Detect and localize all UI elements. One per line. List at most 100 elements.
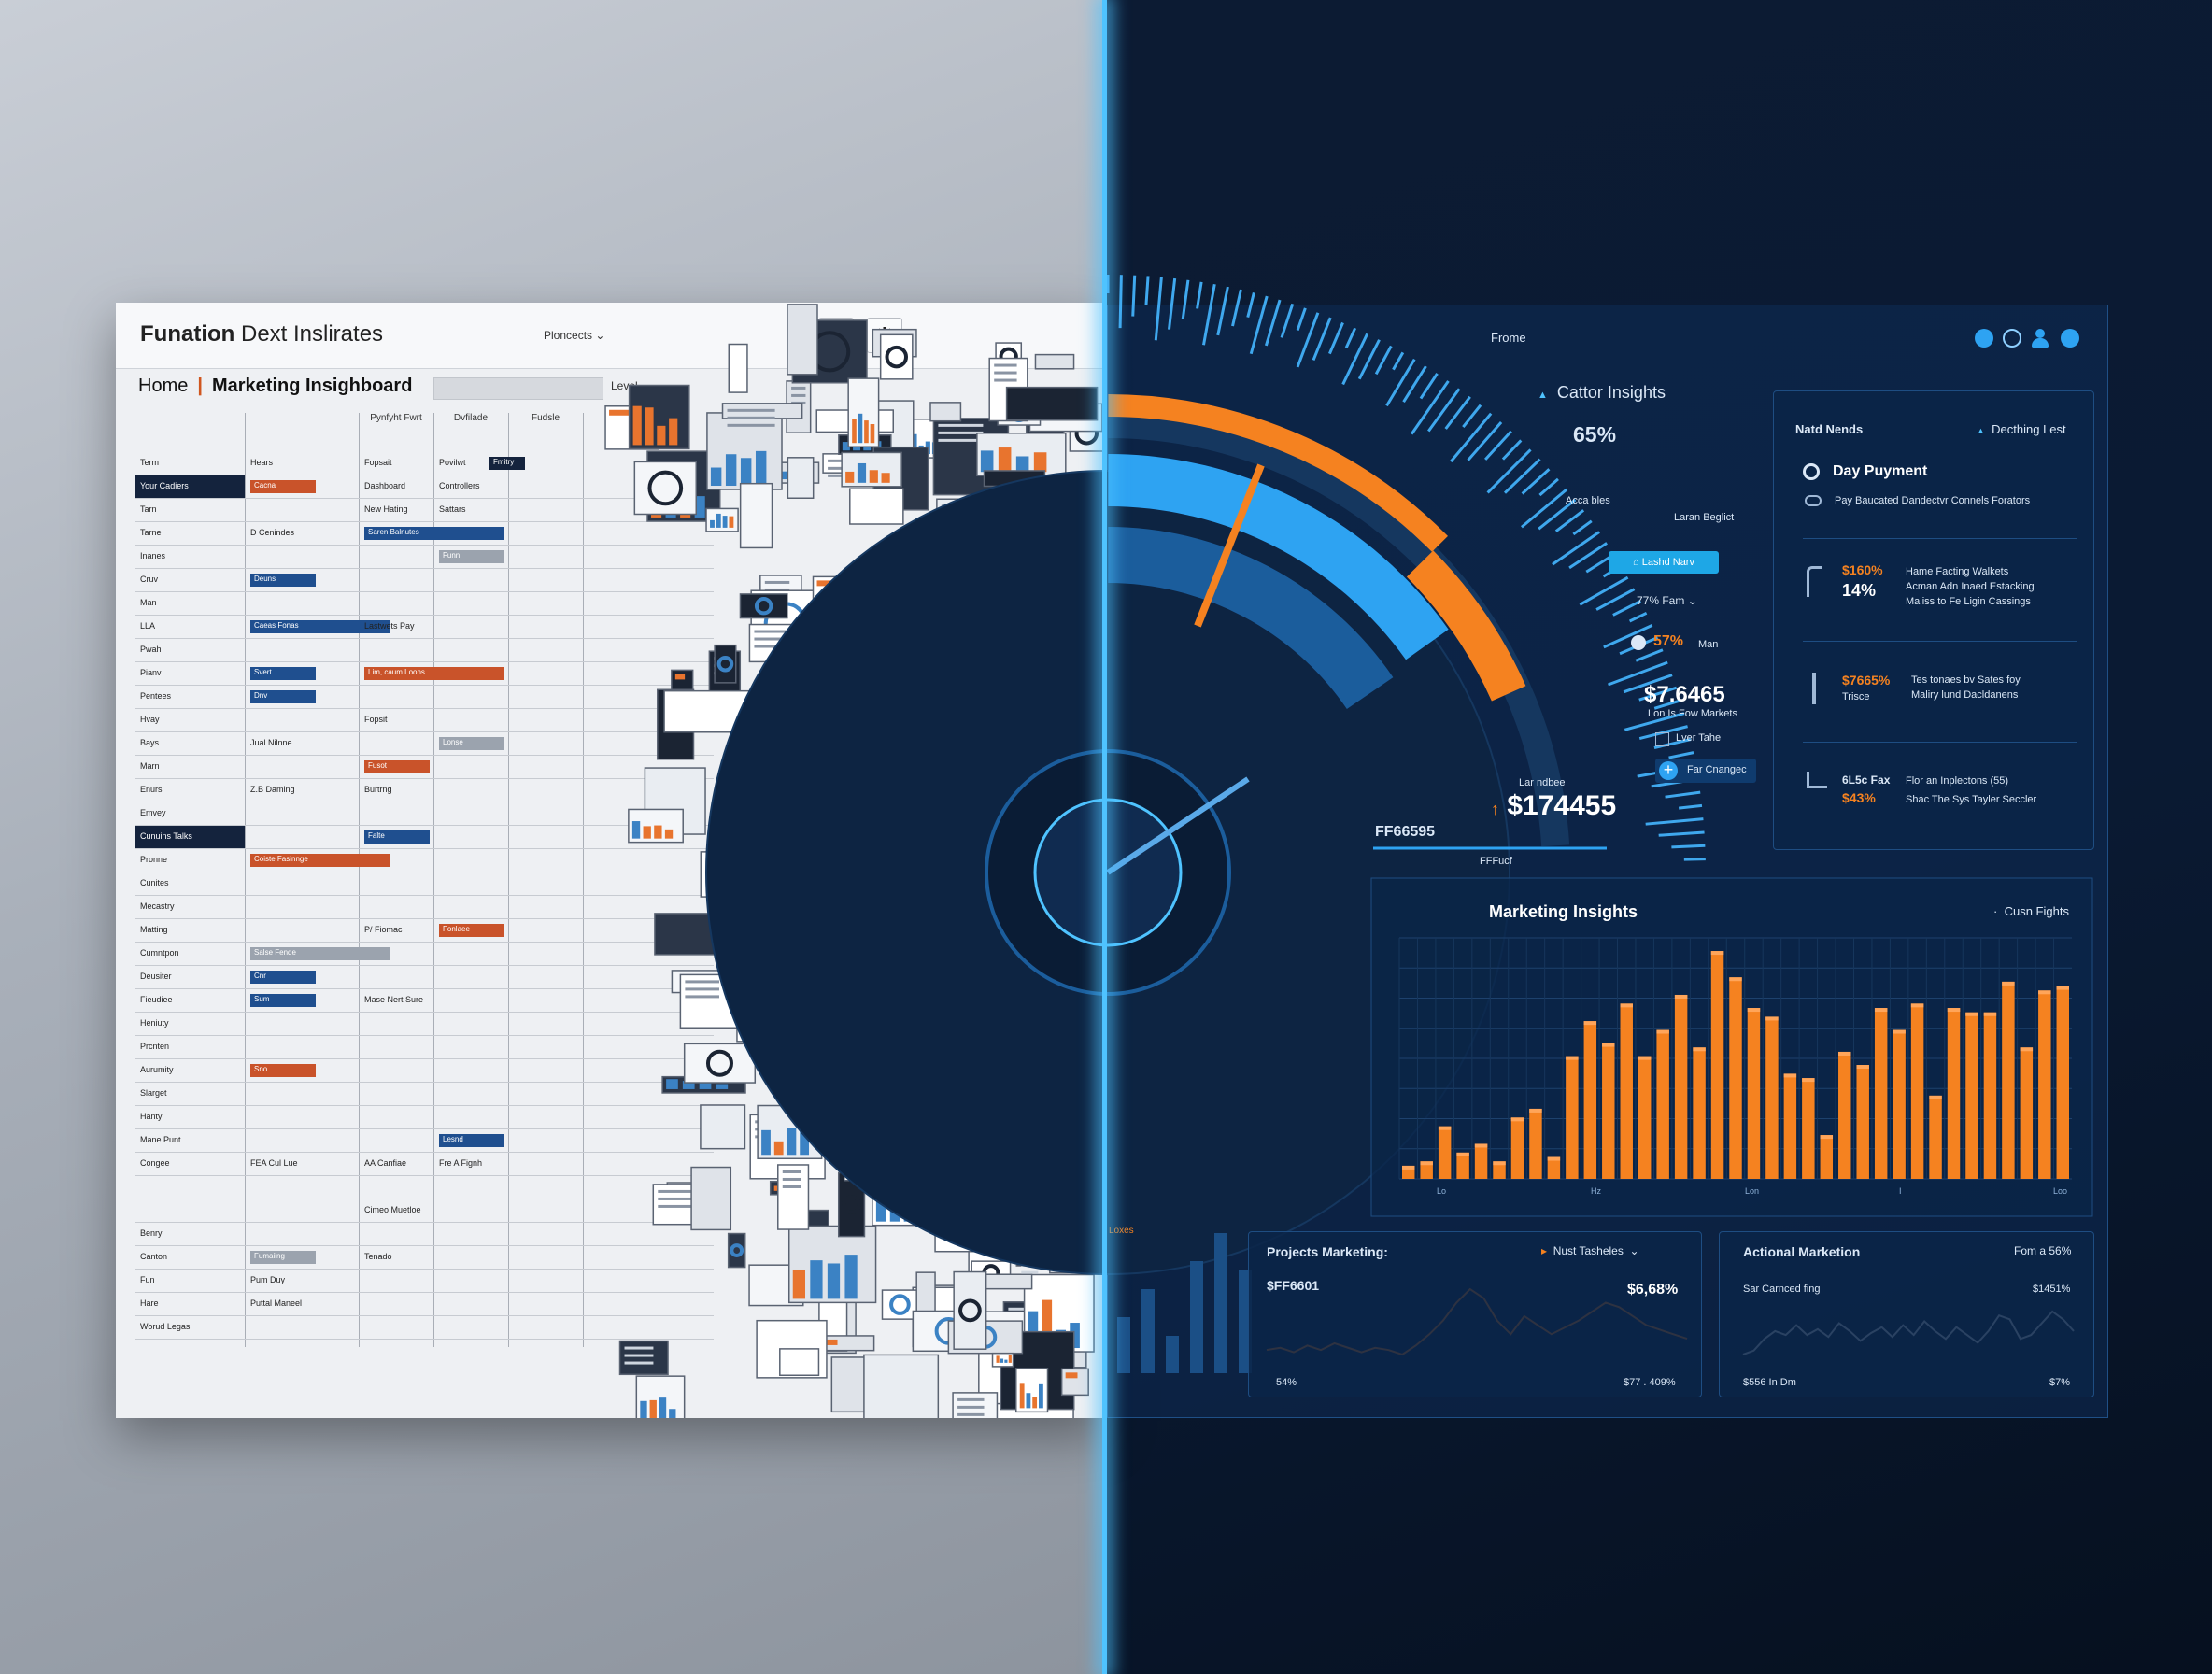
table-cell[interactable]: Z.B Daming [250, 785, 295, 794]
table-cell[interactable]: Fre A Fignh [439, 1158, 483, 1168]
table-cell[interactable]: Coiste Fasinnge [250, 854, 390, 867]
row-label[interactable]: Mane Punt [140, 1135, 181, 1144]
table-cell[interactable]: Cnr [250, 971, 316, 984]
column-header[interactable]: Fudsle [531, 413, 560, 423]
table-row[interactable]: Aurumity Sno [135, 1059, 714, 1083]
table-row[interactable]: Pentees Dnv [135, 686, 714, 709]
row-label[interactable]: Prcnten [140, 1042, 170, 1051]
table-row[interactable]: Cruv Deuns [135, 569, 714, 592]
table-cell[interactable]: P/ Fiomac [364, 925, 403, 934]
table-row[interactable]: Tarn New Hating Sattars [135, 499, 714, 522]
row-label[interactable]: Man [140, 598, 157, 607]
row-label[interactable]: Deusiter [140, 972, 172, 981]
header-label[interactable]: Frome [1491, 331, 1526, 345]
table-row[interactable]: Worud Legas [135, 1316, 714, 1340]
table-cell[interactable]: Salse Fende [250, 947, 390, 960]
table-row[interactable]: Slarget [135, 1083, 714, 1106]
table-cell[interactable]: Fusot [364, 760, 430, 773]
row-label[interactable]: Canton [140, 1252, 168, 1261]
table-cell[interactable]: AA Canfiae [364, 1158, 407, 1168]
table-cell[interactable]: Fopsit [364, 715, 388, 724]
table-cell[interactable]: Deuns [250, 574, 316, 587]
table-cell[interactable]: Dnv [250, 690, 316, 703]
table-cell[interactable]: Svert [250, 667, 316, 680]
column-header[interactable]: Dvfilade [453, 413, 489, 423]
table-cell[interactable]: Tenado [364, 1252, 392, 1261]
history-icon[interactable] [2003, 329, 2021, 348]
table-cell[interactable]: Jual Nilnne [250, 738, 292, 747]
table-cell[interactable]: Controllers [439, 481, 480, 490]
row-label[interactable]: Pianv [140, 668, 162, 677]
table-row[interactable]: Hare Puttal Maneel [135, 1293, 714, 1316]
table-row[interactable]: Emvey [135, 802, 714, 826]
row-label[interactable]: Benry [140, 1228, 163, 1238]
table-row[interactable]: Pianv Svert Lim, caum Loons [135, 662, 714, 686]
table-cell[interactable]: Dashboard [364, 481, 406, 490]
table-row[interactable]: Prcnten [135, 1036, 714, 1059]
row-label[interactable]: Enurs [140, 785, 163, 794]
table-row[interactable]: Hvay Fopsit [135, 709, 714, 732]
option-checkbox[interactable] [1655, 732, 1669, 746]
row-label[interactable]: Tarne [140, 528, 162, 537]
table-row[interactable]: Cumntpon Salse Fende [135, 943, 714, 966]
table-cell[interactable]: Fumaiing [250, 1251, 316, 1264]
table-row[interactable]: Pronne Coiste Fasinnge [135, 849, 714, 872]
row-label[interactable]: LLA [140, 621, 156, 631]
table-cell[interactable]: Lastwets Pay [364, 621, 415, 631]
row-label[interactable]: Cunites [140, 878, 169, 887]
table-row[interactable]: Your Cadiers Cacna Dashboard Controllers [135, 475, 714, 499]
table-cell[interactable]: Sum [250, 994, 316, 1007]
power-icon[interactable] [2061, 329, 2079, 348]
bar-chart-legend[interactable]: · Cusn Fights [1993, 904, 2069, 918]
user-icon[interactable] [2031, 329, 2049, 348]
row-label[interactable]: Cumntpon [140, 948, 179, 958]
table-row[interactable]: Deusiter Cnr [135, 966, 714, 989]
table-row[interactable]: Marn Fusot [135, 756, 714, 779]
table-row[interactable]: Enurs Z.B Daming Burtrng [135, 779, 714, 802]
projects-filter[interactable]: ▸ Nust Tasheles ⌄ [1541, 1244, 1639, 1257]
table-row[interactable]: Fieudiee Sum Mase Nert Sure [135, 989, 714, 1013]
table-row[interactable]: Heniuty [135, 1013, 714, 1036]
table-cell[interactable]: Lim, caum Loons [364, 667, 504, 680]
table-cell[interactable]: Caeas Fonas [250, 620, 390, 633]
row-label[interactable]: Pwah [140, 645, 162, 654]
row-label[interactable]: Inanes [140, 551, 166, 560]
table-row[interactable]: LLA Caeas Fonas Lastwets Pay [135, 616, 714, 639]
table-cell[interactable]: Fopsait [364, 458, 392, 467]
row-label[interactable]: Fieudiee [140, 995, 173, 1004]
table-row[interactable]: Inanes Funn [135, 546, 714, 569]
table-row[interactable] [135, 1176, 714, 1199]
trends-sort[interactable]: ▲ Decthing Lest [1977, 422, 2066, 436]
table-cell[interactable]: D Cenindes [250, 528, 295, 537]
row-label[interactable]: Cruv [140, 575, 159, 584]
table-row[interactable]: Term Hears Fopsait Povilwt Fmitry [135, 452, 714, 475]
search-input[interactable] [433, 377, 603, 400]
table-cell[interactable]: Lonse [439, 737, 504, 750]
table-row[interactable]: Benry [135, 1223, 714, 1246]
row-label[interactable]: Pentees [140, 691, 172, 701]
clock-icon[interactable] [1975, 329, 1993, 348]
table-cell[interactable]: Hears [250, 458, 274, 467]
row-label[interactable]: Slarget [140, 1088, 167, 1098]
row-label[interactable]: Marn [140, 761, 160, 771]
table-cell[interactable]: Lesnd [439, 1134, 504, 1147]
table-row[interactable]: Hanty [135, 1106, 714, 1129]
table-cell[interactable]: Saren Balnutes [364, 527, 504, 540]
table-row[interactable]: Cunuins Talks Falte [135, 826, 714, 849]
row-label[interactable]: Heniuty [140, 1018, 169, 1028]
table-cell[interactable]: Falte [364, 830, 430, 844]
table-cell[interactable]: Pum Duy [250, 1275, 286, 1284]
breadcrumb-home[interactable]: Home [138, 376, 189, 396]
table-row[interactable]: Bays Jual Nilnne Lonse [135, 732, 714, 756]
table-cell[interactable]: Povilwt [439, 458, 466, 467]
table-row[interactable]: Matting P/ Fiomac Fonlaee [135, 919, 714, 943]
row-label[interactable]: Your Cadiers [135, 475, 245, 498]
table-cell[interactable]: FEA Cul Lue [250, 1158, 298, 1168]
row-label[interactable]: Bays [140, 738, 160, 747]
table-row[interactable]: Congee FEA Cul Lue AA Canfiae Fre A Fignh [135, 1153, 714, 1176]
table-cell[interactable]: Cacna [250, 480, 316, 493]
row-label[interactable]: Hare [140, 1298, 159, 1308]
table-row[interactable]: Tarne D Cenindes Saren Balnutes [135, 522, 714, 546]
table-cell[interactable]: Puttal Maneel [250, 1298, 303, 1308]
table-cell[interactable]: Fonlaee [439, 924, 504, 937]
